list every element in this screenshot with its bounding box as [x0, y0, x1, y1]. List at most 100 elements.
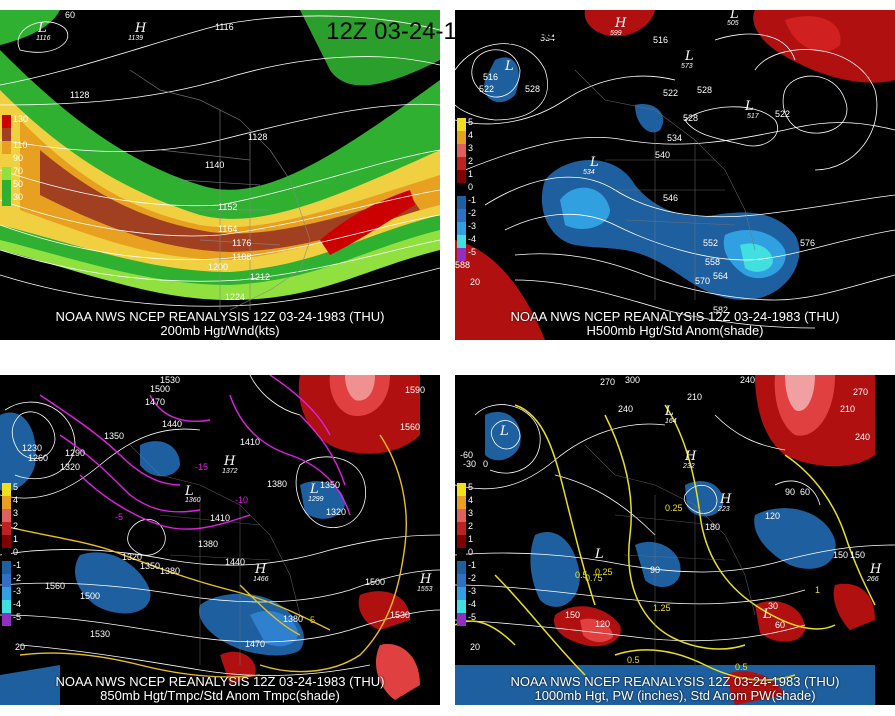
contour-label: 60	[800, 487, 810, 497]
contour-label: 528	[683, 113, 698, 123]
high-center-marker: H	[254, 562, 267, 577]
low-center-marker: L	[589, 155, 599, 170]
high-center-value: 266	[866, 576, 879, 583]
contour-label: 1224	[225, 292, 245, 302]
contour-label: 1290	[65, 448, 85, 458]
contour-label: 1260	[28, 453, 48, 463]
contour-label: 240	[855, 432, 870, 442]
low-center-marker: L	[309, 482, 319, 497]
low-center-marker: L	[684, 49, 694, 64]
high-center-marker: H	[719, 492, 732, 507]
pw-contour-label: 0.25	[595, 567, 613, 577]
low-center-value: 164	[665, 418, 677, 425]
contour-label: 1470	[245, 639, 265, 649]
contour-label: 564	[713, 271, 728, 281]
high-center-value: 1553	[417, 586, 433, 593]
high-center-value: 232	[682, 463, 695, 470]
contour-label: 1128	[70, 90, 89, 100]
panel-200mb: 1128 1128 1140 1152 1164 1176 1188 1200 …	[0, 10, 440, 340]
low-center-marker: L	[499, 424, 509, 439]
pw-contour-label: 0.25	[665, 503, 683, 513]
contour-label: 1500	[80, 591, 100, 601]
high-center-marker: H	[684, 449, 697, 464]
contour-label: 1128	[248, 132, 267, 142]
lon-label: 20	[15, 642, 25, 652]
panel-caption-field: 1000mb Hgt, PW (inches), Std Anom PW(sha…	[534, 688, 816, 703]
map-200mb: 1128 1128 1140 1152 1164 1176 1188 1200 …	[0, 10, 440, 311]
contour-label: 1530	[160, 375, 180, 385]
map-850mb: 1530 1500 1470 1440 1410 1380 1350 1320 …	[0, 375, 440, 705]
contour-label: 1380	[283, 614, 303, 624]
high-center-marker: H	[134, 21, 147, 36]
high-center-value: 1372	[222, 468, 238, 475]
panel-850mb: 1530 1500 1470 1440 1410 1380 1350 1320 …	[0, 375, 440, 705]
contour-label: 240	[740, 375, 755, 385]
contour-label: 1530	[390, 610, 410, 620]
contour-label: 210	[840, 404, 855, 414]
temp-contour-label: 5	[310, 615, 315, 625]
low-center-marker: L	[729, 10, 739, 22]
anomaly-legend: 5 4 3 2 1 0 -1 -2 -3 -4 -5	[457, 117, 476, 261]
low-center-marker: L	[762, 607, 772, 622]
contour-label: 1116	[215, 22, 234, 32]
contour-label: 150	[565, 610, 580, 620]
high-center-value: 1139	[128, 35, 143, 42]
contour-label: 1500	[150, 384, 170, 394]
contour-label: 90	[785, 487, 795, 497]
low-center-value: 573	[681, 63, 693, 70]
contour-label: 270	[600, 377, 615, 387]
contour-label: 1380	[198, 539, 218, 549]
low-center-value: 534	[583, 169, 595, 176]
contour-label: 180	[705, 522, 720, 532]
contour-label: 60	[775, 620, 785, 630]
contour-label: 90	[650, 565, 660, 575]
contour-label: -60	[460, 450, 473, 460]
contour-label: 522	[775, 109, 790, 119]
contour-label: 528	[697, 85, 712, 95]
contour-label: 270	[853, 387, 868, 397]
contour-label: 516	[483, 72, 498, 82]
contour-label: 1590	[405, 385, 425, 395]
contour-label: 1188	[232, 252, 251, 262]
contour-label: 558	[705, 257, 720, 267]
contour-label: 1152	[218, 202, 237, 212]
contour-label: 1230	[22, 443, 42, 453]
low-center-value: 517	[747, 113, 760, 120]
contour-label: 1176	[232, 238, 251, 248]
panel-1000mb: 270 300 240 210 240 150 120 90 60 0 -30 …	[455, 375, 895, 705]
contour-label: 0	[483, 459, 488, 469]
lon-label: 20	[470, 277, 480, 287]
panel-caption-source: NOAA NWS NCEP REANALYSIS 12Z 03-24-1983 …	[510, 309, 840, 324]
low-center-marker: L	[37, 21, 47, 36]
panel-caption-source: NOAA NWS NCEP REANALYSIS 12Z 03-24-1983 …	[55, 309, 385, 324]
anomaly-legend: 5 4 3 2 1 0 -1 -2 -3 -4 -5	[457, 482, 476, 626]
contour-label: 582	[713, 305, 728, 315]
high-center-value: 1466	[253, 576, 269, 583]
contour-label: 1212	[250, 272, 270, 282]
contour-label: 240	[618, 404, 633, 414]
contour-label: 534	[667, 133, 682, 143]
contour-label: 300	[625, 375, 640, 385]
map-500mb: 534 516 522 528 516 522 528 534 540 546 …	[455, 10, 895, 340]
temp-contour-label: -10	[235, 495, 248, 505]
contour-label: 546	[663, 193, 678, 203]
pw-contour-label: 1.25	[653, 603, 671, 613]
contour-label: -30	[463, 459, 476, 469]
low-center-value: 1360	[185, 497, 201, 504]
contour-label: 1200	[208, 262, 228, 272]
wind-legend: 130 110 90 70 50 30	[2, 114, 28, 206]
contour-label: 1410	[240, 437, 260, 447]
low-center-marker: L	[504, 59, 514, 74]
high-center-value: 223	[717, 506, 730, 513]
contour-label: 150	[850, 550, 865, 560]
contour-label: 1380	[160, 566, 180, 576]
contour-label: 1560	[45, 581, 65, 591]
contour-label: 1320	[122, 552, 142, 562]
low-center-marker: L	[184, 484, 194, 499]
anomaly-legend: 5 4 3 2 1 0 -1 -2 -3 -4 -5	[2, 482, 21, 626]
contour-label: 528	[525, 84, 540, 94]
contour-label: 588	[455, 260, 470, 270]
contour-label: 570	[695, 276, 710, 286]
contour-label: 540	[655, 150, 670, 160]
high-center-marker: H	[419, 572, 432, 587]
